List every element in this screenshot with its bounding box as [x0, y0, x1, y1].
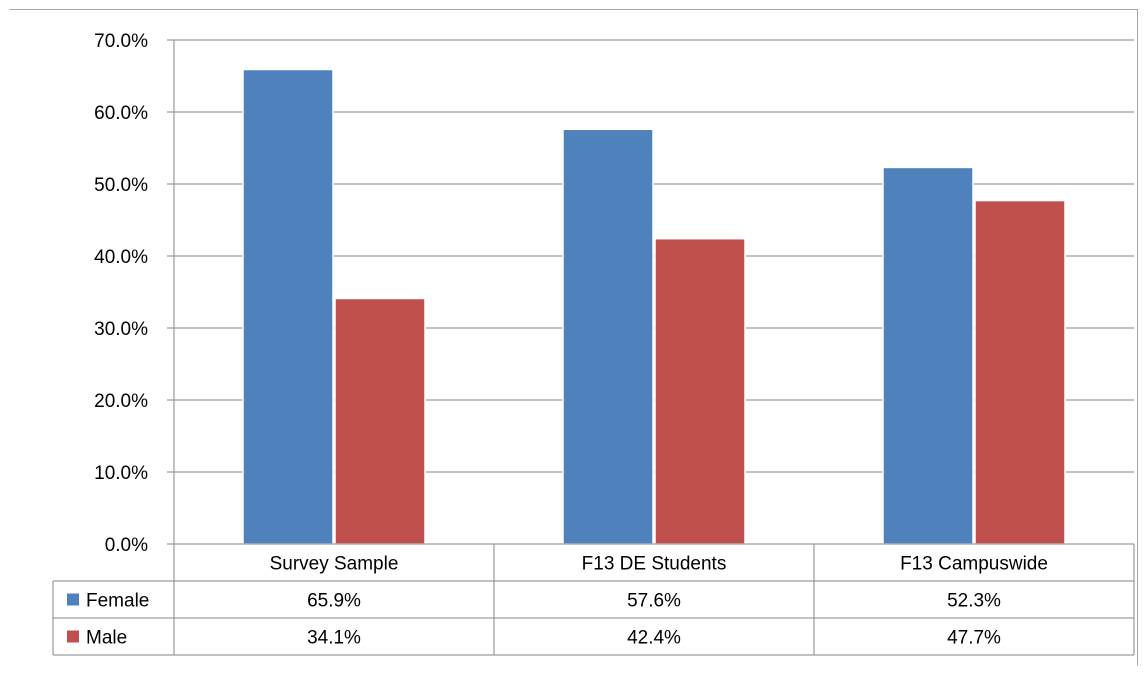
- category-label: F13 DE Students: [582, 554, 727, 575]
- data-table-value: 57.6%: [627, 591, 681, 612]
- y-tick-label: 30.0%: [94, 319, 148, 340]
- legend-label-female: Female: [86, 591, 149, 612]
- bar-female: [562, 128, 654, 545]
- data-table-value: 42.4%: [627, 628, 681, 649]
- bar-female: [882, 166, 974, 545]
- y-tick-label: 50.0%: [94, 175, 148, 196]
- y-tick-label: 0.0%: [105, 535, 148, 556]
- category-label: Survey Sample: [270, 554, 399, 575]
- category-label: F13 Campuswide: [900, 554, 1048, 575]
- data-table-value: 52.3%: [947, 591, 1001, 612]
- y-tick-label: 70.0%: [94, 31, 148, 52]
- chart-border: [9, 9, 1138, 666]
- data-table-value: 34.1%: [307, 628, 361, 649]
- data-table-value: 47.7%: [947, 628, 1001, 649]
- bar-male: [334, 297, 426, 545]
- data-table-value: 65.9%: [307, 591, 361, 612]
- bar-female: [242, 68, 334, 545]
- y-tick-label: 60.0%: [94, 103, 148, 124]
- y-tick-label: 40.0%: [94, 247, 148, 268]
- legend-key-male: [67, 630, 79, 643]
- bar-male: [654, 237, 746, 545]
- legend-label-male: Male: [86, 628, 127, 649]
- legend-key-female: [67, 593, 79, 606]
- bar-male: [974, 199, 1066, 545]
- y-tick-label: 10.0%: [94, 463, 148, 484]
- y-tick-label: 20.0%: [94, 391, 148, 412]
